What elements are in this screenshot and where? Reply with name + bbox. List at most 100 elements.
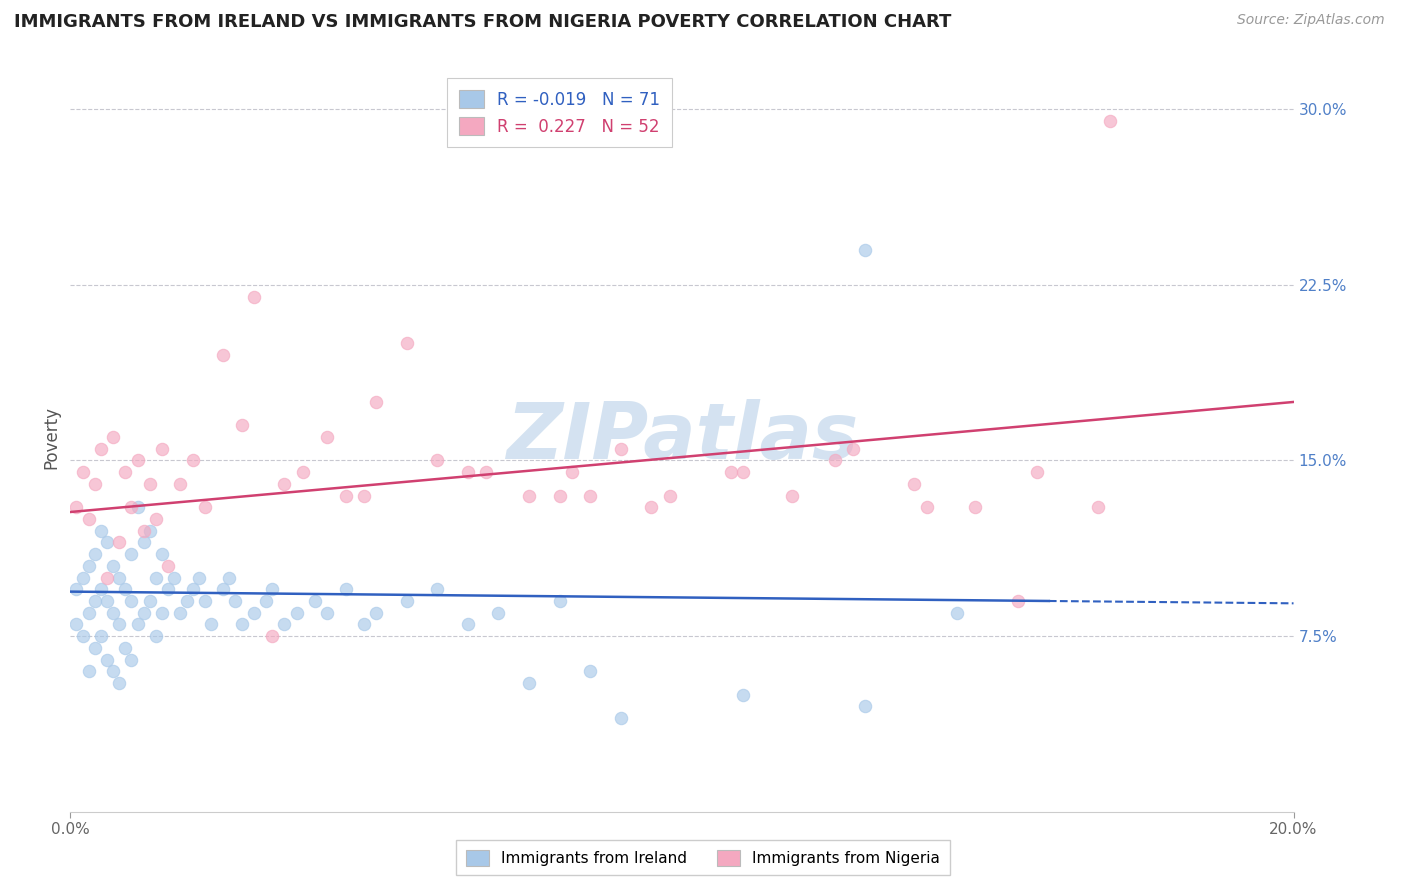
Point (65, 500, 87, 515)
Point (316, 606, 339, 620)
Point (90, 524, 112, 538)
Point (150, 442, 173, 456)
Point (224, 594, 246, 608)
Point (316, 430, 339, 444)
Point (903, 476, 925, 491)
Point (96, 535, 118, 549)
Point (132, 524, 155, 538)
Point (96, 652, 118, 666)
Point (72, 571, 94, 585)
Point (426, 453, 449, 467)
Point (72, 465, 94, 479)
Point (72, 629, 94, 643)
Point (915, 500, 938, 515)
Point (517, 676, 540, 690)
Point (83, 640, 105, 655)
Point (121, 652, 143, 666)
Point (304, 594, 326, 608)
Text: Source: ZipAtlas.com: Source: ZipAtlas.com (1237, 13, 1385, 28)
Point (194, 500, 217, 515)
Point (353, 489, 375, 503)
Point (231, 418, 253, 433)
Point (395, 594, 418, 608)
Point (231, 617, 253, 632)
Point (187, 571, 209, 585)
Point (65, 582, 87, 597)
Point (77, 558, 100, 573)
Point (90, 582, 112, 597)
Point (335, 582, 357, 597)
Legend: Immigrants from Ireland, Immigrants from Nigeria: Immigrants from Ireland, Immigrants from… (457, 840, 949, 875)
Point (101, 606, 124, 620)
Point (218, 571, 240, 585)
Text: IMMIGRANTS FROM IRELAND VS IMMIGRANTS FROM NIGERIA POVERTY CORRELATION CHART: IMMIGRANTS FROM IRELAND VS IMMIGRANTS FR… (14, 13, 952, 31)
Point (108, 676, 131, 690)
Point (254, 594, 277, 608)
Point (150, 606, 173, 620)
Point (145, 629, 167, 643)
Point (457, 617, 479, 632)
Point (291, 465, 314, 479)
Point (262, 629, 284, 643)
Point (121, 594, 143, 608)
Point (181, 582, 204, 597)
Point (101, 430, 124, 444)
Point (127, 453, 149, 467)
Point (243, 289, 266, 303)
Point (145, 571, 167, 585)
Point (488, 606, 510, 620)
Point (212, 348, 235, 362)
Point (335, 489, 357, 503)
Point (181, 453, 204, 467)
Point (176, 594, 198, 608)
Point (101, 558, 124, 573)
Point (157, 558, 180, 573)
Point (101, 664, 124, 679)
Point (1087, 500, 1109, 515)
Point (366, 606, 388, 620)
Point (640, 500, 662, 515)
Text: ZIPatlas: ZIPatlas (506, 399, 858, 475)
Point (169, 606, 191, 620)
Point (157, 582, 180, 597)
Point (610, 711, 633, 725)
Point (548, 489, 571, 503)
Point (121, 547, 143, 561)
Point (132, 606, 155, 620)
Point (475, 465, 498, 479)
Point (77, 664, 100, 679)
Point (273, 476, 295, 491)
Point (121, 500, 143, 515)
Point (579, 664, 602, 679)
Point (194, 594, 217, 608)
Point (855, 243, 877, 257)
Point (108, 535, 131, 549)
Point (83, 594, 105, 608)
Point (517, 489, 540, 503)
Legend: R = -0.019   N = 71, R =  0.227   N = 52: R = -0.019 N = 71, R = 0.227 N = 52 (447, 78, 672, 147)
Point (169, 476, 191, 491)
Point (579, 489, 602, 503)
Point (366, 395, 388, 409)
Point (426, 582, 449, 597)
Point (1099, 114, 1122, 128)
Point (212, 582, 235, 597)
Point (114, 640, 136, 655)
Point (561, 465, 583, 479)
Point (285, 606, 308, 620)
Point (139, 476, 162, 491)
Point (733, 465, 755, 479)
Point (83, 547, 105, 561)
Point (353, 617, 375, 632)
Point (90, 442, 112, 456)
Point (163, 571, 186, 585)
Point (65, 617, 87, 632)
Point (855, 699, 877, 714)
Point (262, 582, 284, 597)
Y-axis label: Poverty: Poverty (42, 406, 60, 468)
Point (90, 629, 112, 643)
Point (108, 617, 131, 632)
Point (96, 594, 118, 608)
Point (610, 442, 633, 456)
Point (132, 535, 155, 549)
